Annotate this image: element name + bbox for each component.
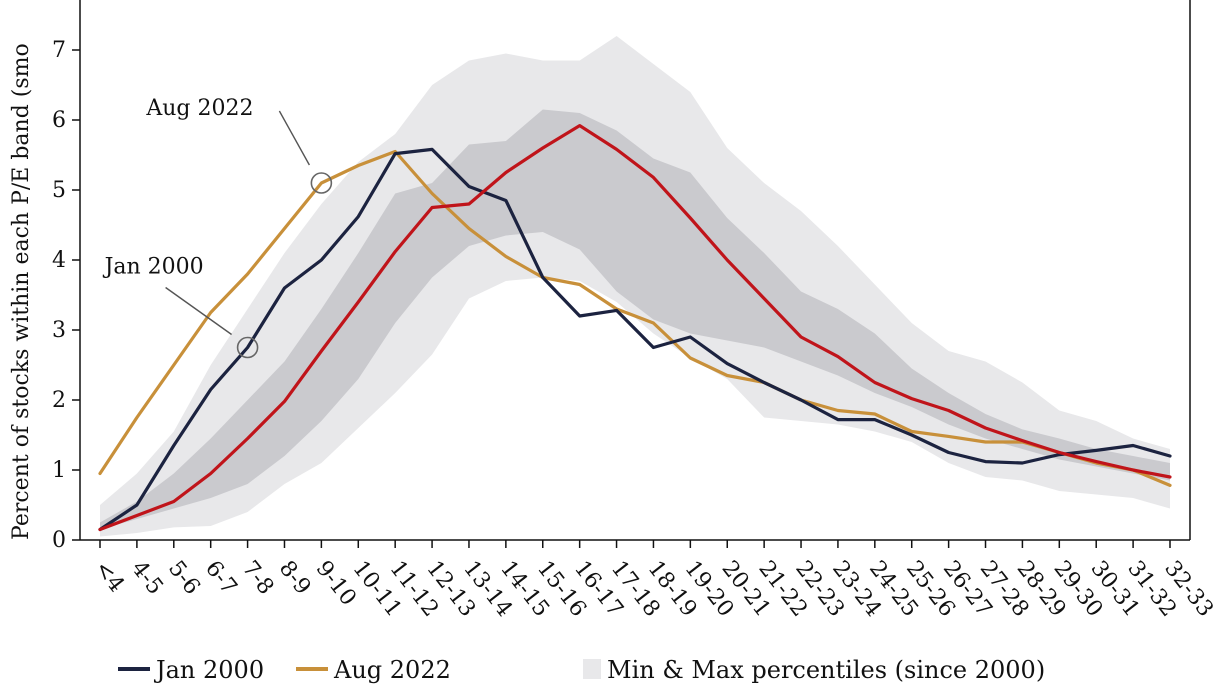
y-tick-label: 7: [52, 38, 66, 63]
annotation-marker: [310, 172, 333, 194]
x-tick-label: 8-9: [274, 556, 316, 599]
axes: [79, 0, 1191, 541]
y-tick-label: 3: [52, 318, 66, 343]
x-tick-label: 4-5: [126, 556, 168, 599]
annotation-marker: [236, 336, 259, 359]
legend-label: Jan 2000: [153, 656, 264, 684]
x-tick-label: 7-8: [237, 556, 279, 599]
y-tick-label: 4: [52, 248, 66, 273]
y-tick-label: 1: [52, 458, 66, 483]
y-tick-label: 2: [52, 388, 66, 413]
x-tick-label: 5-6: [163, 556, 205, 599]
legend-swatch: [583, 659, 601, 679]
legend-label: Aug 2022: [333, 656, 451, 684]
annotation-leader: [278, 110, 310, 166]
y-tick-label: 6: [52, 108, 66, 133]
series-layer: [98, 123, 1172, 532]
y-tick-label: 5: [52, 178, 66, 203]
legend-label: Min & Max percentiles (since 2000): [607, 656, 1045, 684]
x-tick-label: 9-10: [311, 556, 361, 610]
annotation-leader: [165, 286, 232, 336]
band-percentile-inner: [100, 109, 1170, 530]
y-axis-title: Percent of stocks within each P/E band (…: [9, 43, 34, 540]
annotations: Aug 2022 Jan 2000: [103, 96, 333, 359]
legend: Jan 2000 Aug 2022 Min & Max percentiles (s…: [118, 656, 1045, 684]
series-line-jan-2000: [98, 147, 1172, 532]
x-tick-label: 6-7: [200, 556, 242, 599]
series-line-aug-2022: [98, 149, 1172, 487]
y-tick-label: 0: [52, 528, 66, 553]
series-line-median: [98, 123, 1172, 532]
annotation-label: Aug 2022: [145, 96, 253, 121]
x-tick-label: <4: [89, 556, 129, 597]
annotation-label: Jan 2000: [103, 255, 204, 280]
